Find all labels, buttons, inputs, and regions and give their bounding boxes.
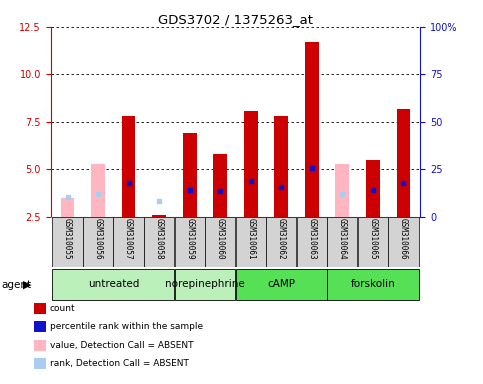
Bar (358, 217, 388, 267)
Bar (366, 160, 380, 217)
Text: GSM310066: GSM310066 (399, 218, 408, 260)
Text: untreated: untreated (87, 279, 139, 289)
Text: GSM310056: GSM310056 (94, 218, 102, 260)
Bar (236, 269, 327, 300)
Bar (205, 217, 235, 267)
Title: GDS3702 / 1375263_at: GDS3702 / 1375263_at (158, 13, 313, 26)
Text: GSM310064: GSM310064 (338, 218, 347, 260)
Bar (152, 215, 166, 217)
Bar (336, 164, 349, 217)
Bar (83, 217, 113, 267)
Bar (52, 269, 174, 300)
Bar (327, 269, 419, 300)
Bar (174, 269, 235, 300)
Text: value, Detection Call = ABSENT: value, Detection Call = ABSENT (50, 341, 193, 350)
Bar (61, 198, 74, 217)
Bar (114, 217, 144, 267)
Bar (144, 217, 174, 267)
Text: GSM310057: GSM310057 (124, 218, 133, 260)
Bar (388, 217, 419, 267)
Bar (236, 217, 266, 267)
Bar (174, 217, 205, 267)
Bar (52, 217, 83, 267)
Bar (297, 217, 327, 267)
Text: percentile rank within the sample: percentile rank within the sample (50, 322, 203, 331)
Text: GSM310055: GSM310055 (63, 218, 72, 260)
Text: count: count (50, 304, 75, 313)
Bar (213, 154, 227, 217)
Text: ▶: ▶ (23, 280, 32, 290)
Text: norepinephrine: norepinephrine (165, 279, 245, 289)
Text: agent: agent (1, 280, 31, 290)
Bar (274, 116, 288, 217)
Text: GSM310060: GSM310060 (216, 218, 225, 260)
Text: GSM310058: GSM310058 (155, 218, 164, 260)
Text: GSM310062: GSM310062 (277, 218, 286, 260)
Text: cAMP: cAMP (267, 279, 295, 289)
Bar (327, 217, 357, 267)
Bar (305, 42, 319, 217)
Text: GSM310065: GSM310065 (369, 218, 377, 260)
Bar (244, 111, 257, 217)
Text: GSM310059: GSM310059 (185, 218, 194, 260)
Bar (122, 116, 135, 217)
Bar (91, 164, 105, 217)
Text: GSM310061: GSM310061 (246, 218, 255, 260)
Bar (266, 217, 297, 267)
Text: GSM310063: GSM310063 (307, 218, 316, 260)
Text: rank, Detection Call = ABSENT: rank, Detection Call = ABSENT (50, 359, 189, 368)
Bar (183, 133, 197, 217)
Bar (397, 109, 410, 217)
Text: forskolin: forskolin (351, 279, 395, 289)
